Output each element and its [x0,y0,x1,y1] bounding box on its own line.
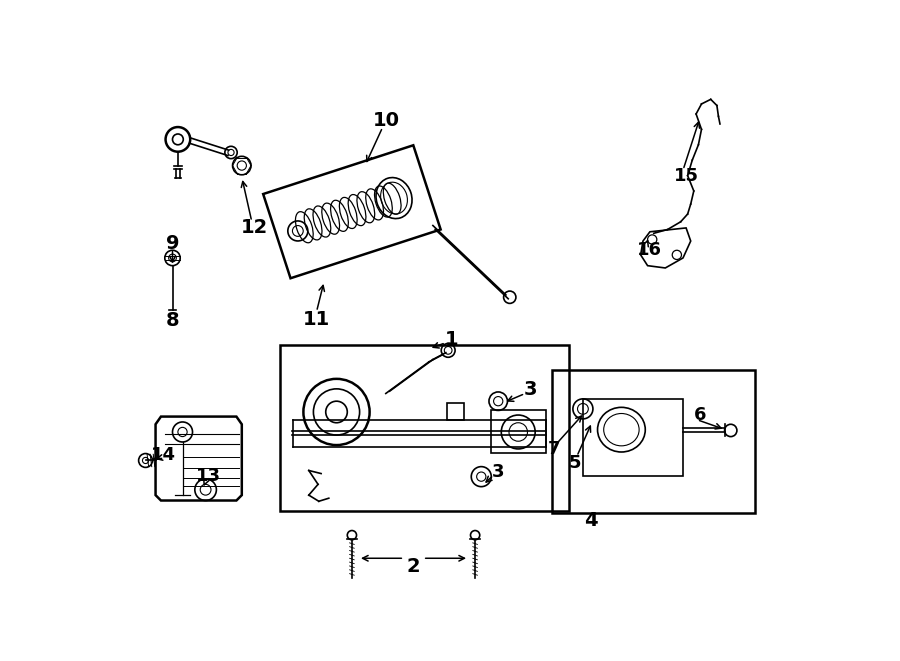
Text: 3: 3 [524,380,537,399]
Text: 9: 9 [166,234,179,253]
Text: 15: 15 [673,167,698,185]
Text: 3: 3 [492,463,505,481]
Text: 4: 4 [584,511,598,530]
Text: 13: 13 [196,467,221,485]
Bar [491,410,546,453]
Text: 11: 11 [303,310,330,329]
Text: 5: 5 [569,454,581,472]
Text: 7: 7 [547,440,560,458]
Text: 16: 16 [637,241,662,259]
Bar [583,399,683,476]
Bar [447,403,464,420]
Text: 14: 14 [151,446,176,464]
Text: 10: 10 [374,112,400,130]
Text: 2: 2 [407,557,420,576]
Bar [280,345,569,510]
Text: 8: 8 [166,311,179,330]
Text: 12: 12 [241,217,268,237]
Bar [552,370,754,513]
Text: 6: 6 [694,406,706,424]
Text: 1: 1 [446,330,459,349]
